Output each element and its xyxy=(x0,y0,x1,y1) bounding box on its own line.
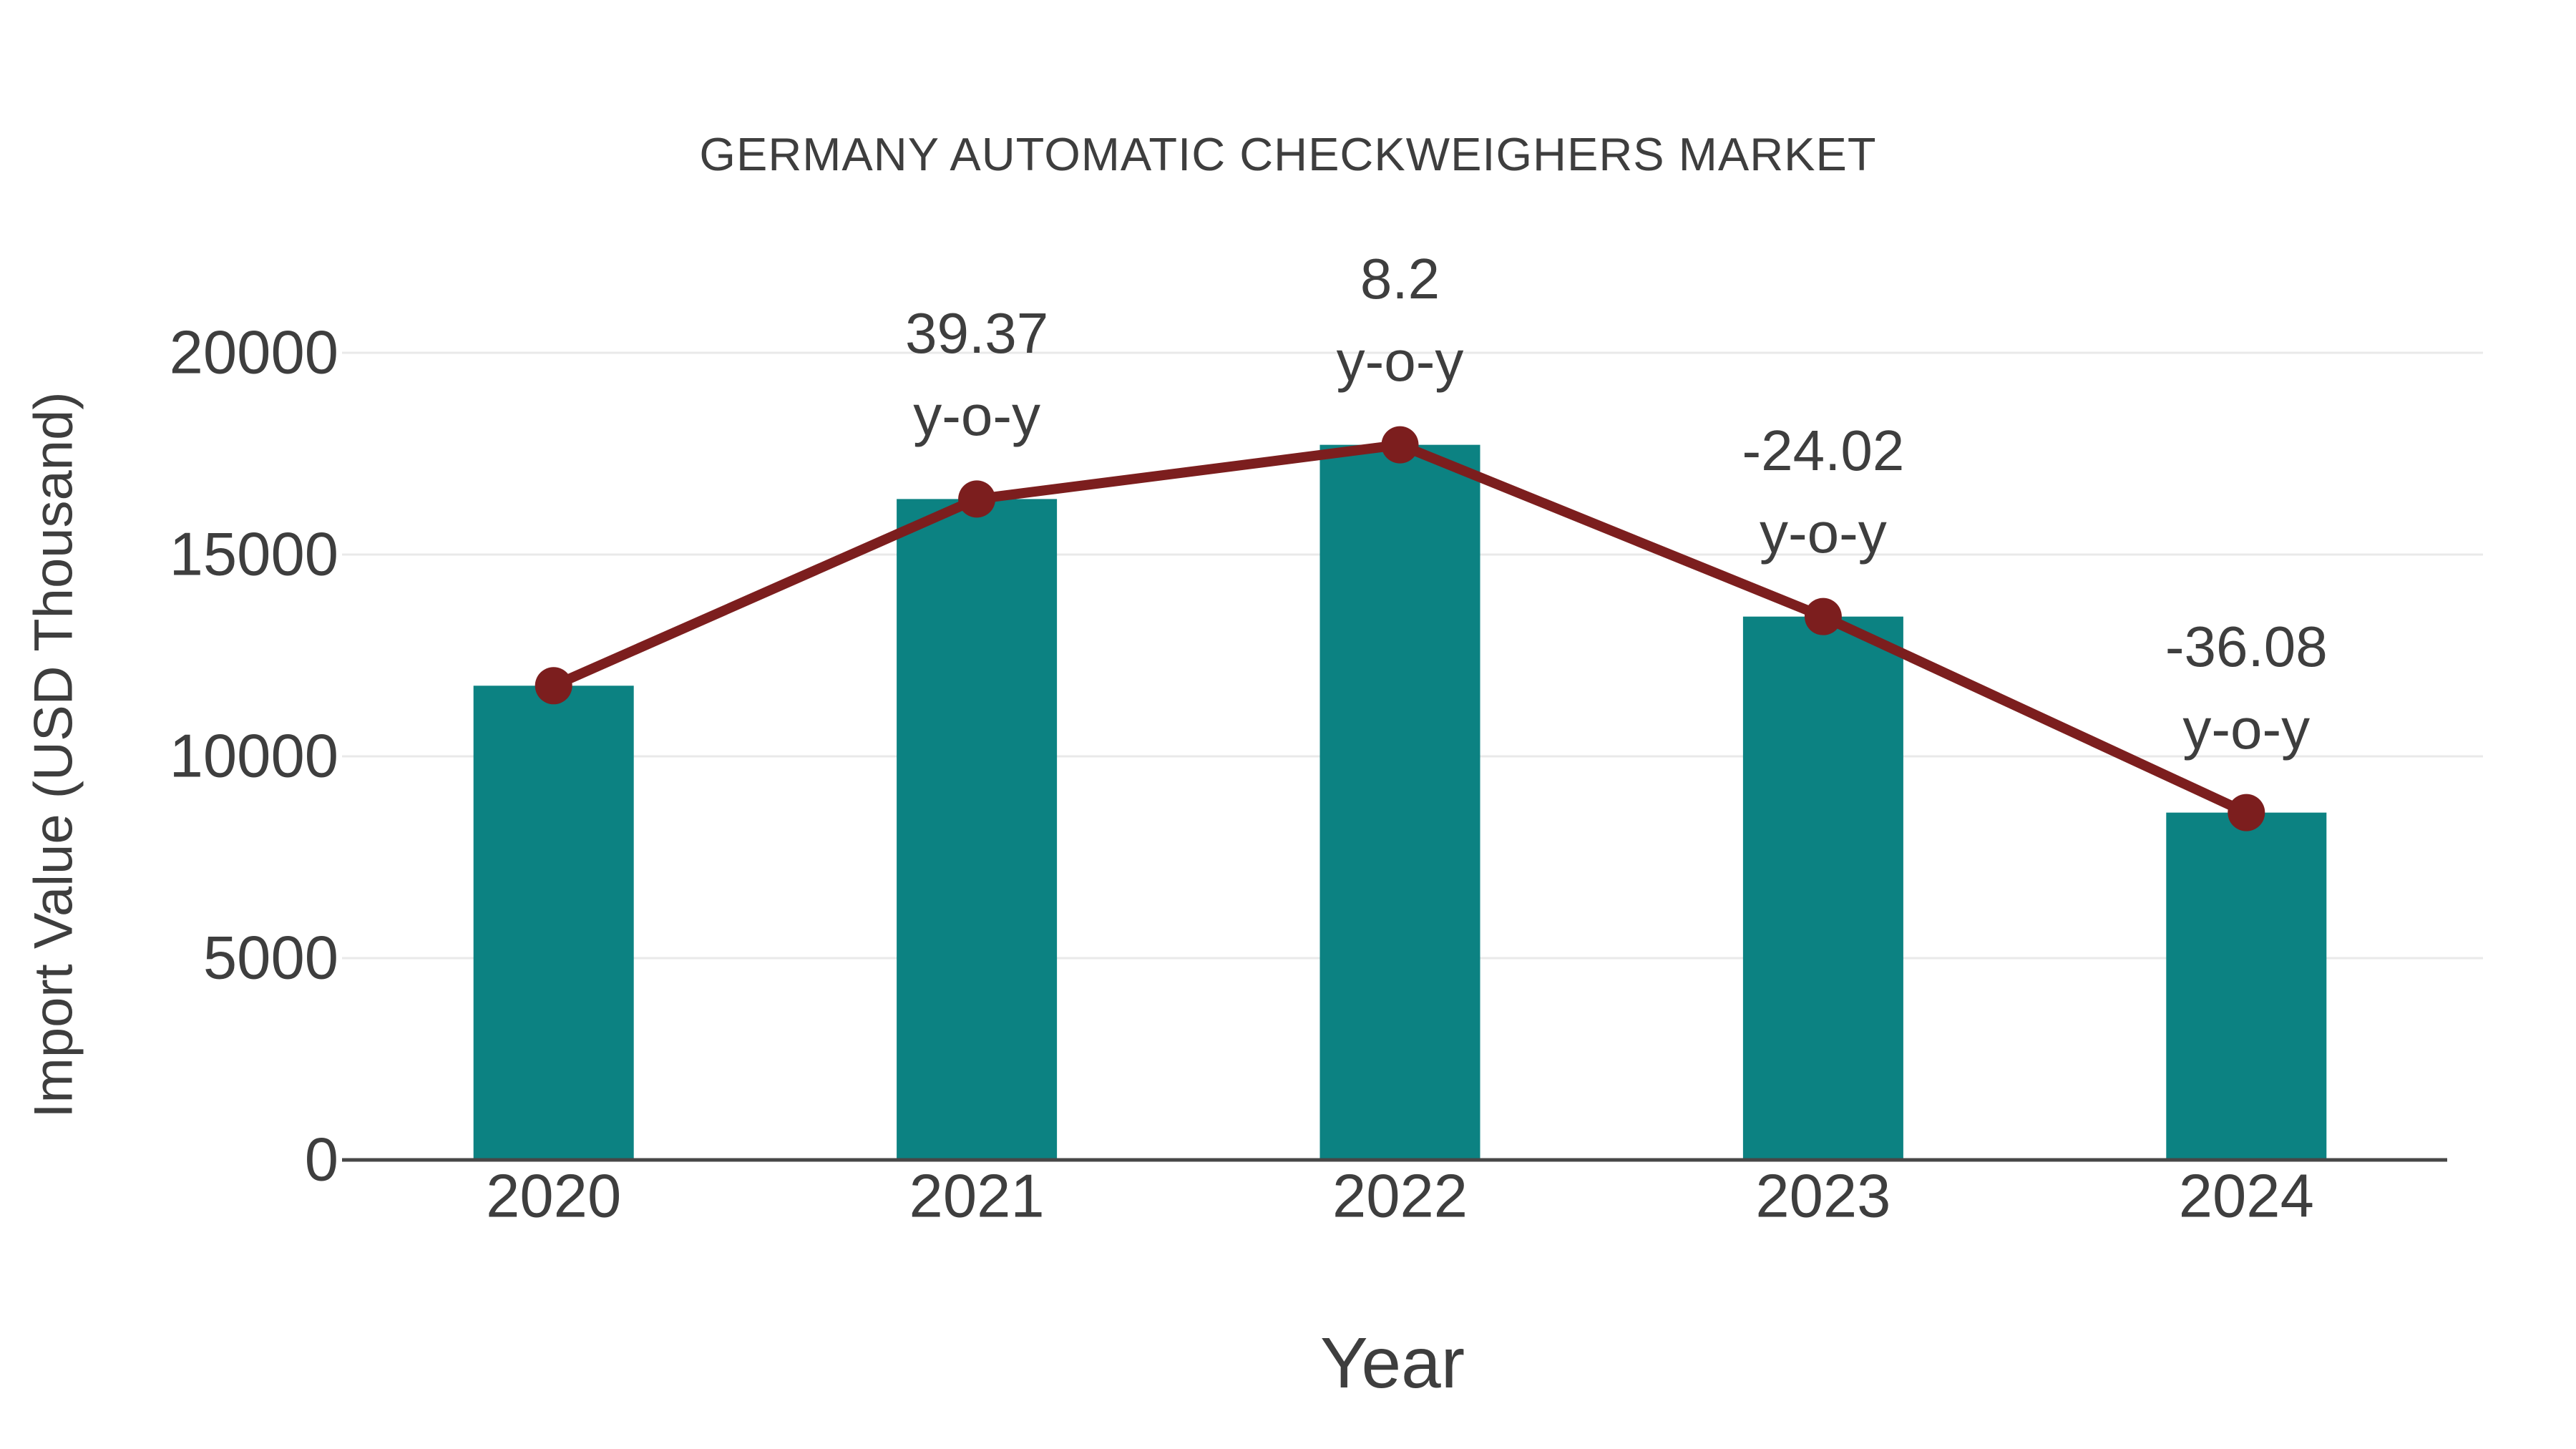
marker-2020 xyxy=(535,667,572,705)
annotation-label-2023: y-o-y xyxy=(1760,501,1887,565)
marker-2023 xyxy=(1804,597,1842,635)
y-tick-label-10000: 10000 xyxy=(170,723,338,791)
marker-2022 xyxy=(1381,426,1419,464)
annotation-label-2022: y-o-y xyxy=(1337,329,1464,393)
bar-2021 xyxy=(897,499,1058,1160)
bar-2020 xyxy=(473,686,634,1160)
annotation-label-2021: y-o-y xyxy=(913,384,1040,447)
bar-2023 xyxy=(1742,616,1903,1160)
chart-title: GERMANY AUTOMATIC CHECKWEIGHERS MARKET xyxy=(699,128,1877,180)
annotation-value-2022: 8.2 xyxy=(1360,247,1440,311)
x-tick-label-2021: 2021 xyxy=(909,1163,1045,1231)
marker-2021 xyxy=(958,480,996,518)
annotation-value-2023: -24.02 xyxy=(1742,419,1904,482)
y-tick-label-5000: 5000 xyxy=(203,924,338,992)
marker-2024 xyxy=(2228,794,2265,831)
x-tick-label-2023: 2023 xyxy=(1755,1163,1890,1231)
y-tick-label-0: 0 xyxy=(305,1126,338,1194)
y-tick-label-20000: 20000 xyxy=(170,319,338,387)
x-tick-label-2024: 2024 xyxy=(2179,1163,2314,1231)
annotation-value-2024: -36.08 xyxy=(2165,615,2328,678)
annotation-value-2021: 39.37 xyxy=(905,301,1048,365)
annotation-label-2024: y-o-y xyxy=(2182,697,2310,761)
x-tick-label-2022: 2022 xyxy=(1332,1163,1468,1231)
bar-2022 xyxy=(1319,444,1480,1160)
x-tick-label-2020: 2020 xyxy=(486,1163,621,1231)
x-axis-title: Year xyxy=(1319,1323,1465,1403)
bar-2024 xyxy=(2166,812,2327,1160)
y-tick-label-15000: 15000 xyxy=(170,521,338,589)
